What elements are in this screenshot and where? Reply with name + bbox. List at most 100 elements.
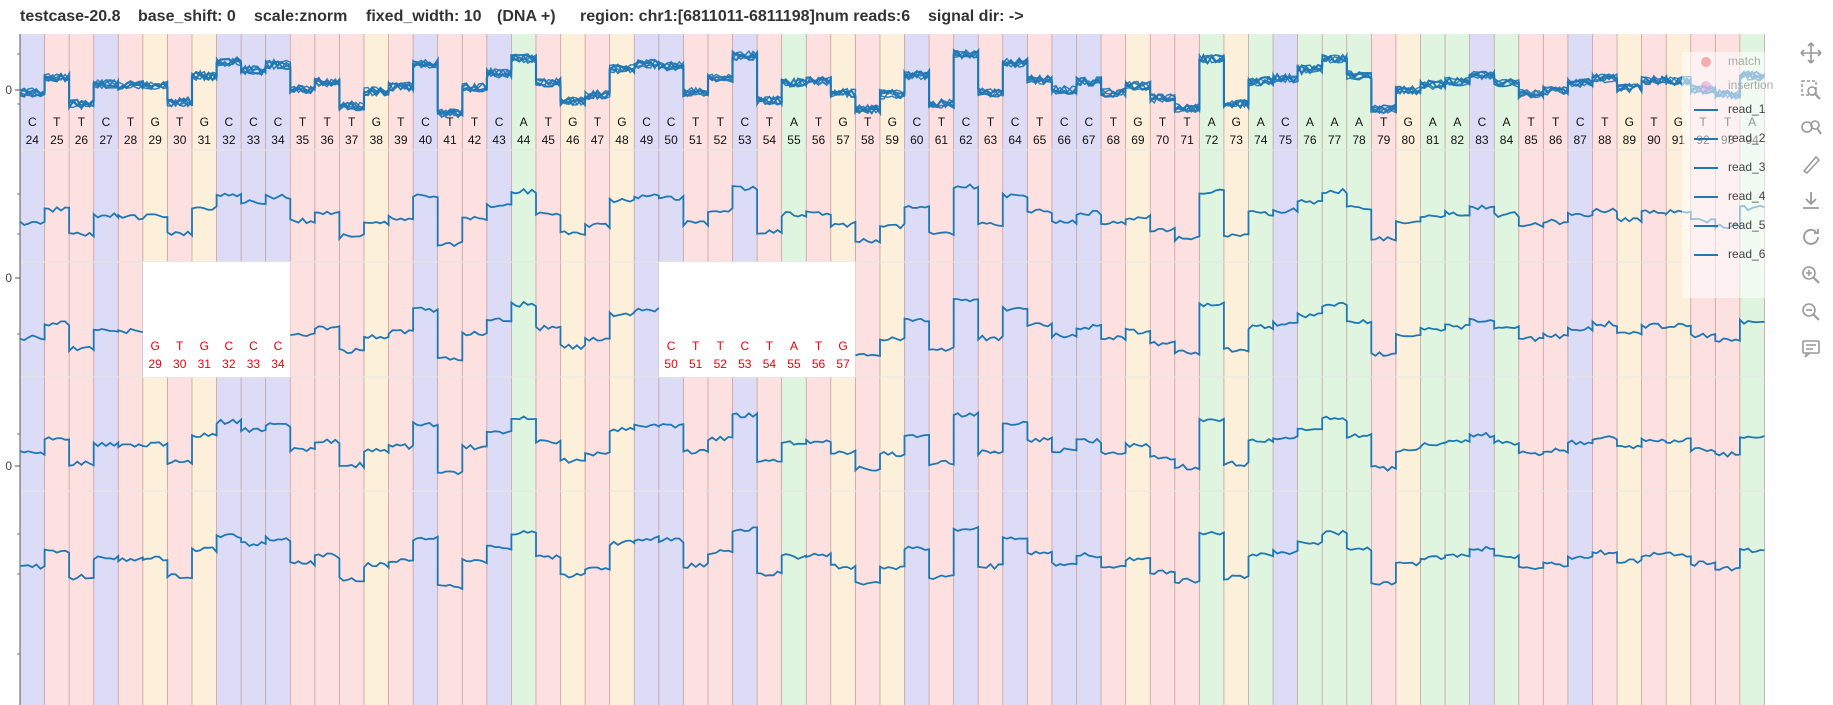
signal-line-read_3 — [19, 297, 1765, 362]
base-column-71 — [1174, 34, 1200, 705]
base-label: C — [912, 115, 921, 129]
base-label: C — [667, 115, 676, 129]
base-label: C — [1060, 115, 1069, 129]
deletion-base-label: C — [249, 339, 258, 353]
legend-item-read-2[interactable]: read_2 — [1682, 129, 1782, 149]
title-base-shift: base_shift: 0 — [138, 8, 236, 25]
base-label: G — [150, 115, 159, 129]
base-column-24 — [20, 34, 45, 705]
position-label: 59 — [886, 133, 900, 147]
base-label: A — [1208, 115, 1216, 129]
legend-item-match[interactable]: match — [1682, 52, 1782, 72]
base-label: A — [1453, 115, 1461, 129]
base-column-84 — [1494, 34, 1519, 705]
legend-item-read-4[interactable]: read_4 — [1682, 187, 1782, 207]
position-label: 49 — [640, 133, 654, 147]
base-label: A — [1429, 115, 1437, 129]
position-label: 69 — [1131, 133, 1145, 147]
deletion-base-label: C — [740, 339, 749, 353]
position-label: 75 — [1279, 133, 1293, 147]
base-label: T — [1527, 115, 1535, 129]
base-label: A — [1502, 115, 1510, 129]
base-label: T — [815, 115, 823, 129]
base-label: T — [471, 115, 479, 129]
comment-tool[interactable] — [1798, 336, 1824, 362]
position-label: 77 — [1328, 133, 1342, 147]
position-label: 45 — [542, 133, 556, 147]
deletion-position-label: 57 — [836, 357, 850, 371]
base-column-88 — [1592, 34, 1618, 705]
pan-tool[interactable] — [1798, 40, 1824, 66]
base-label: A — [520, 115, 528, 129]
save-tool[interactable] — [1798, 188, 1824, 214]
toolbar — [1796, 40, 1826, 370]
deletion-box — [658, 262, 856, 377]
position-label: 42 — [468, 133, 482, 147]
base-label: A — [1355, 115, 1363, 129]
base-label: T — [397, 115, 405, 129]
base-label: T — [127, 115, 135, 129]
zoom-in-tool[interactable] — [1798, 262, 1824, 288]
deletion-base-label: T — [766, 339, 774, 353]
deletion-position-label: 55 — [787, 357, 801, 371]
zoom-out-tool[interactable] — [1798, 299, 1824, 325]
base-label: T — [348, 115, 356, 129]
legend-item-read-6[interactable]: read_6 — [1682, 245, 1782, 265]
legend-item-read-1[interactable]: read_1 — [1682, 100, 1782, 120]
deletion-position-label: 29 — [148, 357, 162, 371]
position-label: 33 — [247, 133, 261, 147]
base-label: C — [740, 115, 749, 129]
position-label: 86 — [1549, 133, 1563, 147]
deletion-position-label: 30 — [173, 357, 187, 371]
base-column-76 — [1297, 34, 1323, 705]
position-label: 64 — [1008, 133, 1022, 147]
comment-icon — [1802, 340, 1820, 358]
legend-item-read-3[interactable]: read_3 — [1682, 158, 1782, 178]
legend-item-insertion[interactable]: insertion — [1682, 76, 1782, 96]
position-label: 62 — [959, 133, 973, 147]
signal-line-read_5 — [19, 525, 1765, 591]
position-label: 78 — [1352, 133, 1366, 147]
signal-line-read_4 — [19, 410, 1765, 476]
base-label: G — [617, 115, 626, 129]
base-label: T — [1110, 115, 1118, 129]
legend-label: read_5 — [1728, 218, 1766, 232]
deletion-position-label: 51 — [689, 357, 703, 371]
legend-line-icon — [1694, 254, 1718, 256]
base-label: T — [176, 115, 184, 129]
deletion-position-label: 32 — [222, 357, 236, 371]
base-label: G — [568, 115, 577, 129]
position-label: 67 — [1082, 133, 1096, 147]
hover-tool[interactable] — [1798, 151, 1824, 177]
reset-tool[interactable] — [1798, 225, 1824, 251]
base-column-36 — [314, 34, 340, 705]
title-scale: scale:znorm — [254, 8, 348, 25]
box-zoom-tool[interactable] — [1798, 77, 1824, 103]
deletion-base-label: T — [815, 339, 823, 353]
base-column-79 — [1371, 34, 1396, 705]
position-label: 25 — [50, 133, 64, 147]
base-label: G — [1674, 115, 1683, 129]
base-column-81 — [1420, 34, 1446, 705]
deletion-position-label: 31 — [198, 357, 212, 371]
base-column-27 — [93, 34, 119, 705]
wheel-zoom-tool[interactable] — [1798, 114, 1824, 140]
legend-circle-icon — [1701, 57, 1711, 67]
legend-item-read-5[interactable]: read_5 — [1682, 216, 1782, 236]
position-label: 51 — [689, 133, 703, 147]
base-column-78 — [1346, 34, 1372, 705]
title-bar: testcase-20.8 base_shift: 0 scale:znorm … — [0, 0, 1833, 34]
base-column-69 — [1125, 34, 1151, 705]
position-label: 80 — [1402, 133, 1416, 147]
position-label: 28 — [124, 133, 138, 147]
base-label: C — [495, 115, 504, 129]
deletion-base-label: C — [225, 339, 234, 353]
base-label: T — [1159, 115, 1167, 129]
signal-plot[interactable]: 0 0 0 C 24 T 25 T 26 C 27 T 28 G 29 T 30 G 31 C 32 C 33 C 34 T 35 T… — [0, 34, 1790, 705]
base-column-41 — [437, 34, 463, 705]
pan-icon — [1800, 42, 1822, 64]
base-column-66 — [1051, 34, 1077, 705]
base-label: C — [1084, 115, 1093, 129]
track-read_2 — [19, 183, 1765, 248]
